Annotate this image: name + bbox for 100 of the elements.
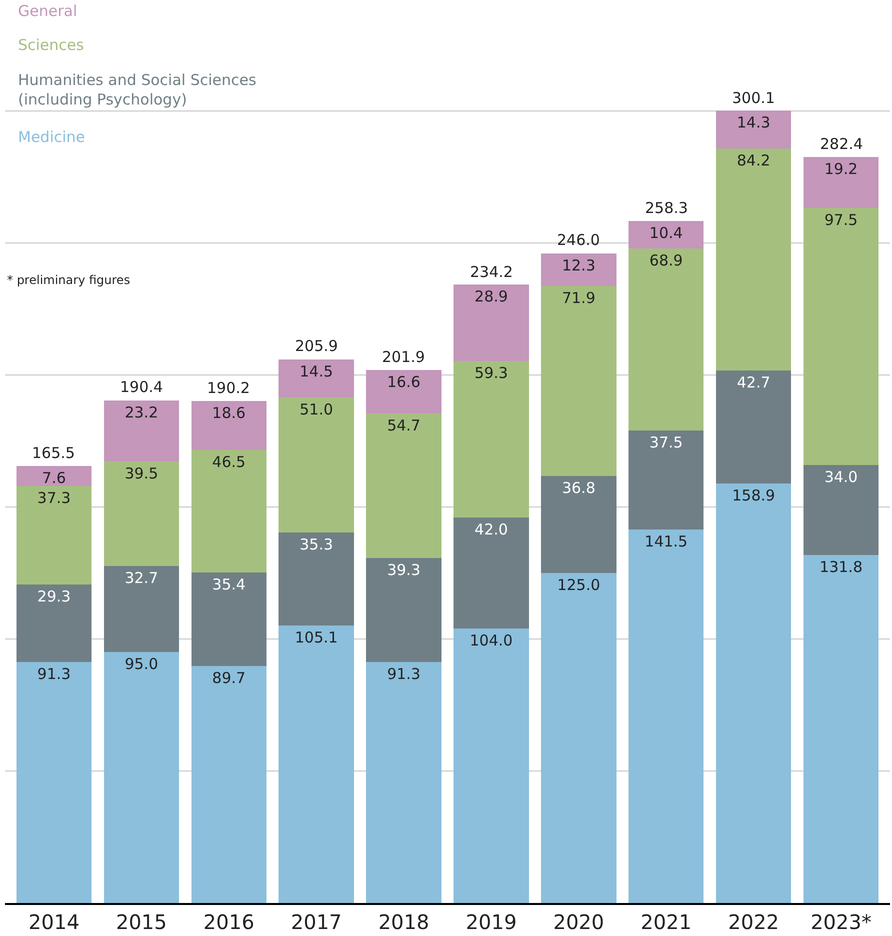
data-label: 29.3 [37,588,71,606]
data-label: 46.5 [212,452,246,471]
bar [716,110,792,148]
bar [541,476,616,573]
bar [104,462,180,566]
bar [16,662,92,903]
data-label: 39.5 [124,464,158,483]
text: Humanities and Social Sciences (including Psychology) [18,71,256,108]
bar [716,483,792,903]
bar [628,221,704,248]
bar [366,370,442,414]
bar [716,370,792,484]
data-label: 12.3 [562,256,596,274]
data-label: 91.3 [387,664,420,683]
total-label: 201.9 [382,348,425,366]
x-tick-label: 2015 [116,910,167,934]
bar [16,486,92,585]
x-tick-label: 2014 [28,910,80,934]
data-label: 10.4 [649,224,683,242]
data-label: 54.7 [387,416,420,435]
x-tick-label: 2017 [290,910,342,934]
data-label: 91.3 [37,664,71,683]
bar [191,400,266,450]
text: Medicine [18,128,86,146]
x-tick-label: 2019 [466,910,517,934]
bar [191,666,266,903]
data-label: 7.6 [42,469,66,488]
annotation: * preliminary figures [7,273,130,287]
data-label: 18.6 [212,404,246,422]
bar [16,584,92,662]
bar [278,532,354,626]
bar [278,398,354,532]
data-label: 28.9 [474,288,508,306]
total-label: 234.2 [470,263,513,281]
data-label: 36.8 [562,478,596,497]
text: General [18,2,78,20]
bar [541,253,616,286]
data-label: 105.1 [294,628,338,646]
data-label: 42.7 [736,374,770,392]
bar [104,400,180,462]
data-label: 125.0 [557,576,600,594]
bar [278,359,354,398]
data-label: 37.3 [37,489,71,508]
data-label: 23.2 [124,403,158,422]
text: Sciences [18,36,84,54]
bar [278,626,354,903]
total-label: 246.0 [557,231,600,249]
data-label: 51.0 [300,400,334,419]
data-label: 34.0 [824,468,858,486]
bar [366,414,442,558]
data-label: 68.9 [649,251,683,270]
bar [366,558,442,662]
bar [803,208,879,466]
data-label: 95.0 [124,655,158,674]
bar [716,148,792,371]
bar [454,518,529,628]
bar [366,662,442,903]
data-label: 39.3 [387,561,420,580]
bar [454,284,529,361]
bar [16,466,92,486]
data-label: 97.5 [824,210,858,229]
bar [104,652,180,903]
x-tick-label: 2016 [203,910,254,934]
data-label: 42.0 [474,520,508,539]
data-label: 32.7 [124,568,158,587]
total-label: 282.4 [820,135,863,153]
total-label: 190.4 [120,378,163,396]
bar [191,572,266,666]
bar [454,360,529,518]
total-label: 190.2 [207,379,250,397]
bar [191,450,266,573]
bar [803,555,879,903]
bar [454,628,529,903]
bar [803,465,879,555]
x-tick-label: 2018 [378,910,430,934]
total-label: 205.9 [295,337,338,355]
data-label: 14.5 [300,362,334,380]
data-label: 59.3 [474,364,508,382]
data-label: 158.9 [732,486,776,504]
data-label: 131.8 [820,558,862,576]
bar [541,286,616,476]
bar [541,572,616,903]
data-label: 84.2 [736,151,770,170]
total-label: 300.1 [732,89,775,107]
data-label: 35.3 [300,535,334,554]
data-label: 71.9 [562,288,596,307]
data-label: 14.3 [736,114,770,132]
bar [803,157,879,208]
data-label: 16.6 [387,372,420,391]
total-label: 165.5 [32,444,75,462]
total-label: 258.3 [645,199,688,217]
data-label: 141.5 [644,532,688,550]
bar [104,566,180,652]
data-label: 35.4 [212,576,246,594]
bar [628,529,704,903]
x-tick-label: 2020 [553,910,604,934]
x-tick-label: 2022 [728,910,780,934]
data-label: 89.7 [212,669,246,688]
x-tick-label: 2023* [810,910,872,934]
data-label: 19.2 [824,160,858,178]
